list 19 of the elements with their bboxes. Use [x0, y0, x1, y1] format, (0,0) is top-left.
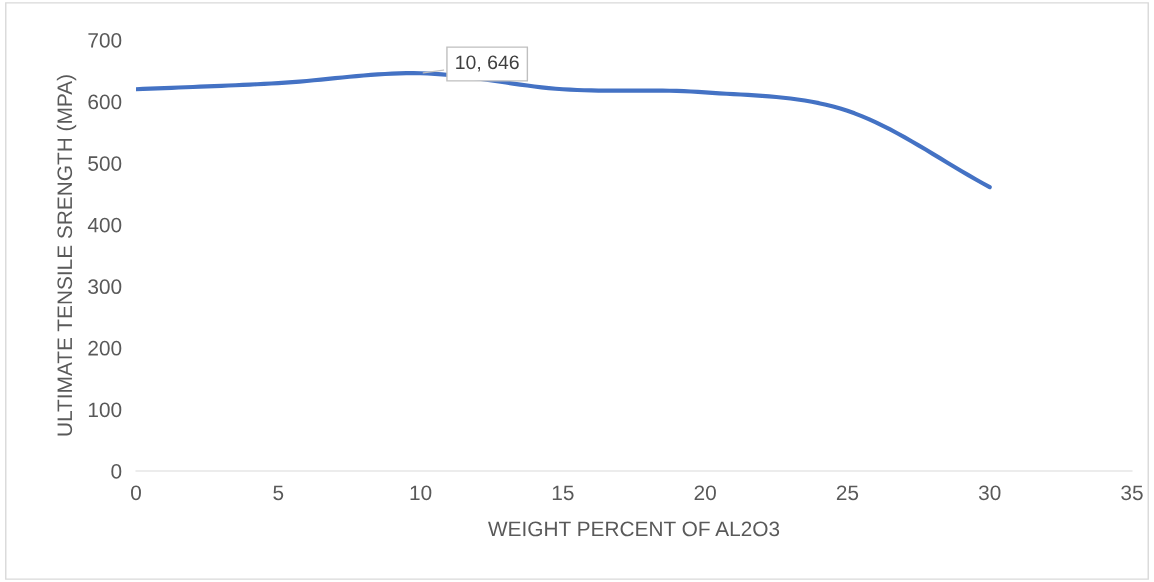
y-axis-title: ULTIMATE TENSILE SRENGTH (MPA) — [56, 75, 77, 436]
x-tick-label: 15 — [552, 485, 574, 501]
x-tick-label: 30 — [978, 485, 1001, 501]
y-tick-label: 700 — [88, 33, 122, 48]
x-tick-label: 10 — [410, 485, 432, 501]
x-tick-label: 0 — [131, 485, 141, 501]
y-tick-label: 600 — [88, 94, 122, 110]
y-tick-label: 400 — [87, 217, 122, 233]
x-tick-label: 35 — [1121, 485, 1143, 501]
x-tick-label: 20 — [694, 485, 716, 501]
x-axis-title: WEIGHT PERCENT OF AL2O3 — [488, 521, 780, 537]
y-tick-label: 200 — [88, 340, 122, 356]
x-tick-label: 5 — [273, 485, 284, 501]
y-tick-label: 300 — [88, 279, 122, 295]
y-tick-label: 0 — [111, 464, 122, 479]
y-tick-label: 100 — [88, 402, 122, 418]
x-tick-label: 25 — [836, 485, 859, 501]
annotation: 10, 646 — [456, 55, 519, 72]
y-tick-label: 500 — [88, 156, 122, 171]
